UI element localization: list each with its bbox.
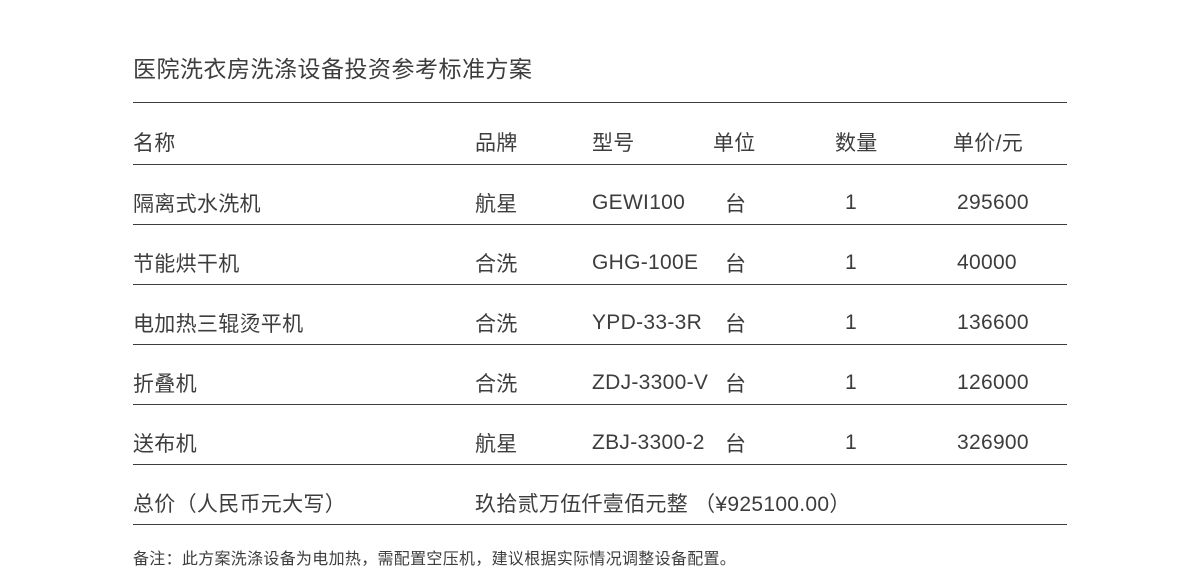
cell-brand: 航星 [475, 432, 518, 456]
cell-name: 电加热三辊烫平机 [133, 312, 304, 336]
cell-unit: 台 [725, 192, 747, 216]
column-header-unit: 单位 [713, 131, 756, 155]
cell-price: 295600 [957, 190, 1029, 214]
cell-brand: 航星 [475, 192, 518, 216]
note-text: 备注：此方案洗涤设备为电加热，需配置空压机，建议根据实际情况调整设备配置。 [133, 551, 737, 568]
table-row: 送布机 航星 ZBJ-3300-2 台 1 326900 [133, 405, 1067, 465]
cell-price: 126000 [957, 370, 1029, 394]
column-header-qty: 数量 [835, 131, 878, 155]
table-row: 隔离式水洗机 航星 GEWI100 台 1 295600 [133, 165, 1067, 225]
cell-name: 送布机 [133, 432, 197, 456]
cell-qty: 1 [845, 250, 857, 274]
total-amount: 玖拾贰万伍仟壹佰元整 （¥925100.00） [475, 492, 851, 516]
cell-model: GHG-100E [592, 250, 699, 274]
table-total-row: 总价（人民币元大写） 玖拾贰万伍仟壹佰元整 （¥925100.00） [133, 465, 1067, 525]
cell-unit: 台 [725, 252, 747, 276]
cell-price: 40000 [957, 250, 1017, 274]
column-header-price: 单价/元 [953, 131, 1024, 155]
cell-unit: 台 [725, 372, 747, 396]
cell-qty: 1 [845, 430, 857, 454]
table-row: 折叠机 合洗 ZDJ-3300-V 台 1 126000 [133, 345, 1067, 405]
total-label: 总价（人民币元大写） [133, 492, 346, 516]
cell-brand: 合洗 [475, 252, 518, 276]
table-row: 节能烘干机 合洗 GHG-100E 台 1 40000 [133, 225, 1067, 285]
cell-unit: 台 [725, 432, 747, 456]
cell-model: GEWI100 [592, 190, 686, 214]
column-header-model: 型号 [592, 131, 635, 155]
cell-name: 节能烘干机 [133, 252, 240, 276]
cell-model: YPD-33-3R [592, 310, 703, 334]
cell-qty: 1 [845, 370, 857, 394]
cell-price: 326900 [957, 430, 1029, 454]
table-header-row: 名称 品牌 型号 单位 数量 单价/元 [133, 103, 1067, 165]
column-header-name: 名称 [133, 131, 176, 155]
cell-model: ZDJ-3300-V [592, 370, 709, 394]
column-header-brand: 品牌 [475, 131, 518, 155]
cell-qty: 1 [845, 190, 857, 214]
cell-unit: 台 [725, 312, 747, 336]
cell-qty: 1 [845, 310, 857, 334]
cell-model: ZBJ-3300-2 [592, 430, 705, 454]
cell-brand: 合洗 [475, 312, 518, 336]
document: 医院洗衣房洗涤设备投资参考标准方案 名称 品牌 型号 单位 数量 单价/元 隔离… [133, 0, 1067, 569]
page-title: 医院洗衣房洗涤设备投资参考标准方案 [133, 56, 533, 82]
cell-price: 136600 [957, 310, 1029, 334]
equipment-table: 名称 品牌 型号 单位 数量 单价/元 隔离式水洗机 航星 GEWI100 台 … [133, 102, 1067, 525]
table-row: 电加热三辊烫平机 合洗 YPD-33-3R 台 1 136600 [133, 285, 1067, 345]
cell-name: 隔离式水洗机 [133, 192, 261, 216]
cell-brand: 合洗 [475, 372, 518, 396]
cell-name: 折叠机 [133, 372, 197, 396]
